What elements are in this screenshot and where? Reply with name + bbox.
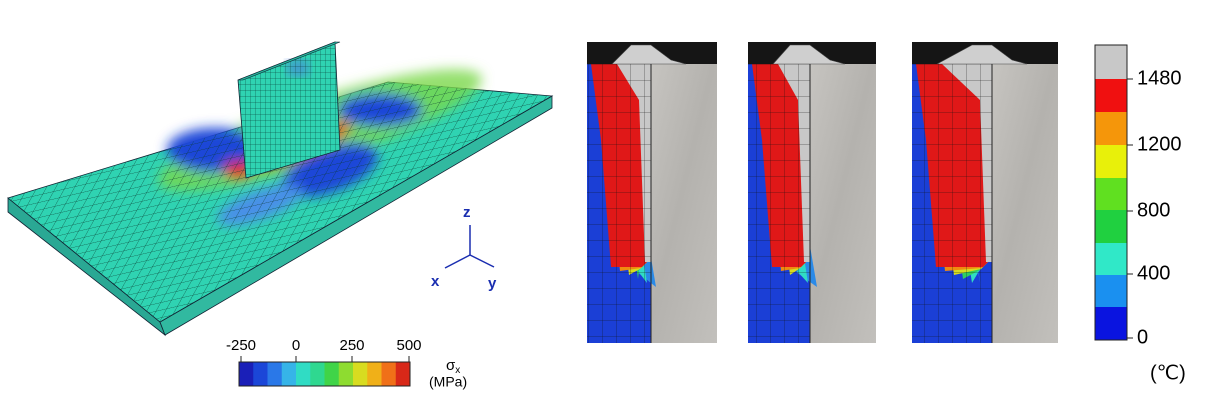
weld-cap (611, 44, 687, 65)
color-step (267, 362, 283, 386)
color-step (1095, 178, 1127, 210)
photo (986, 50, 1058, 343)
axis-label: x (431, 273, 440, 290)
stress-colorbar: -250 0 250 500 (226, 337, 422, 387)
photo (804, 50, 876, 343)
axis-label: z (463, 204, 471, 221)
color-step (381, 362, 397, 386)
tick-label: 0 (292, 337, 300, 354)
legend-unit: (℃) (1150, 362, 1186, 384)
tick-label: 500 (396, 337, 421, 354)
color-step (367, 362, 382, 386)
section (587, 42, 717, 343)
cross-sections (587, 42, 1058, 343)
tick-label: 1200 (1137, 133, 1182, 155)
axis-label: y (488, 275, 497, 292)
mesh (912, 64, 992, 343)
tick-label: -250 (226, 337, 256, 354)
color-step (1095, 275, 1127, 307)
legend-unit: (MPa) (429, 374, 467, 390)
temperature-colorbar: 1480 1200 800 400 0 (1094, 44, 1182, 348)
legend-symbol: σx (446, 357, 460, 376)
color-step (296, 362, 311, 386)
color-step (324, 362, 340, 386)
tick-label: 1480 (1137, 67, 1182, 89)
color-step (239, 362, 254, 386)
tick-label: 250 (339, 337, 364, 354)
color-step (1095, 243, 1127, 275)
color-step (338, 362, 354, 386)
weld-cap (772, 44, 846, 65)
color-step (253, 362, 268, 386)
color-step (281, 362, 297, 386)
color-step (1095, 79, 1127, 112)
tick-label: 400 (1137, 262, 1170, 284)
mesh (748, 64, 810, 343)
color-step (1095, 45, 1127, 79)
section (748, 42, 876, 343)
weld-cap (936, 44, 1028, 65)
color-step (395, 362, 411, 386)
tick-label: 0 (1137, 326, 1148, 348)
color-step (1095, 145, 1127, 178)
color-step (353, 362, 368, 386)
color-step (1095, 210, 1127, 243)
axis-triad (444, 225, 495, 269)
color-step (310, 362, 325, 386)
frame (238, 361, 411, 387)
color-step (1095, 112, 1127, 145)
photo (645, 50, 717, 343)
mesh (587, 64, 651, 343)
color-step (1095, 307, 1127, 340)
frame (1094, 44, 1128, 341)
tick-label: 800 (1137, 199, 1170, 221)
stress-model (7, 41, 554, 337)
section (912, 42, 1058, 343)
